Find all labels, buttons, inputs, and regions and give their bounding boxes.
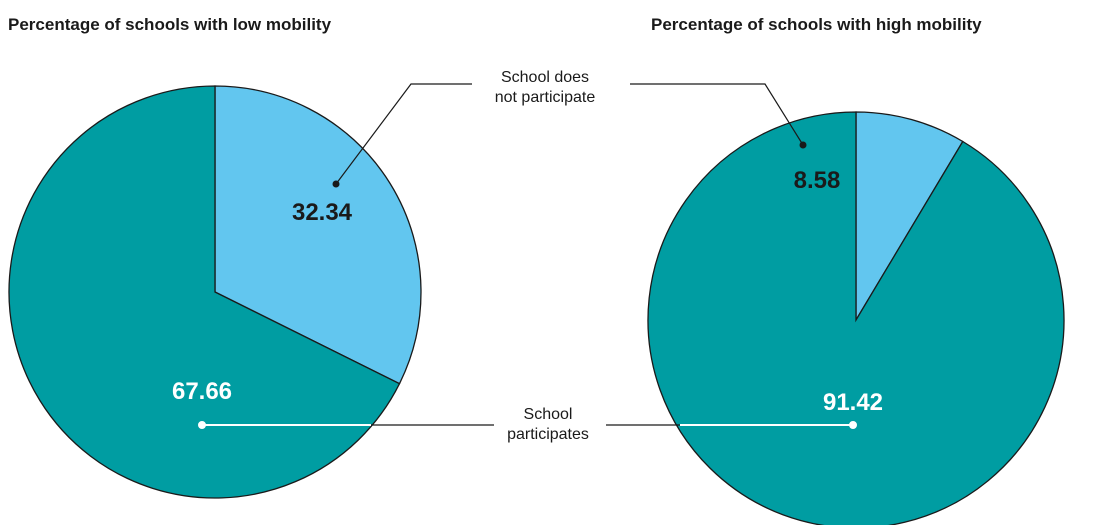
callout-participate-line-1: School: [524, 406, 573, 423]
callout-participate-line-2: participates: [507, 426, 589, 443]
left-not-participate-leader-line: [335, 83, 472, 185]
left-not-participate-leader-dot: [332, 180, 340, 188]
left-pie-chart: [8, 85, 422, 499]
left-participate-leader-dot: [198, 421, 206, 429]
left-pie-slice-not-participate: [214, 85, 422, 385]
right-participate-value-label: 91.42: [823, 389, 883, 416]
right-not-participate-leader-line: [630, 83, 804, 146]
callout-not-participate-line-2: not participate: [495, 89, 596, 106]
left-chart-title: Percentage of schools with low mobility: [8, 15, 332, 34]
right-not-participate-leader-dot: [799, 141, 807, 149]
callout-not-participate-leaders: [332, 83, 807, 188]
left-pie-slice-participate: [8, 85, 401, 499]
right-chart-title: Percentage of schools with high mobility: [651, 15, 982, 34]
left-participate-value-label: 67.66: [172, 378, 232, 405]
right-pie-slice-participate: [647, 111, 1065, 525]
right-participate-leader-dot: [849, 421, 857, 429]
right-not-participate-value-label: 8.58: [794, 167, 841, 194]
callout-participate-leaders: [198, 421, 857, 429]
right-pie-chart: [647, 111, 1065, 525]
left-not-participate-value-label: 32.34: [292, 199, 353, 226]
callout-not-participate-line-1: School does: [501, 69, 589, 86]
right-pie-slice-not-participate: [855, 111, 964, 323]
